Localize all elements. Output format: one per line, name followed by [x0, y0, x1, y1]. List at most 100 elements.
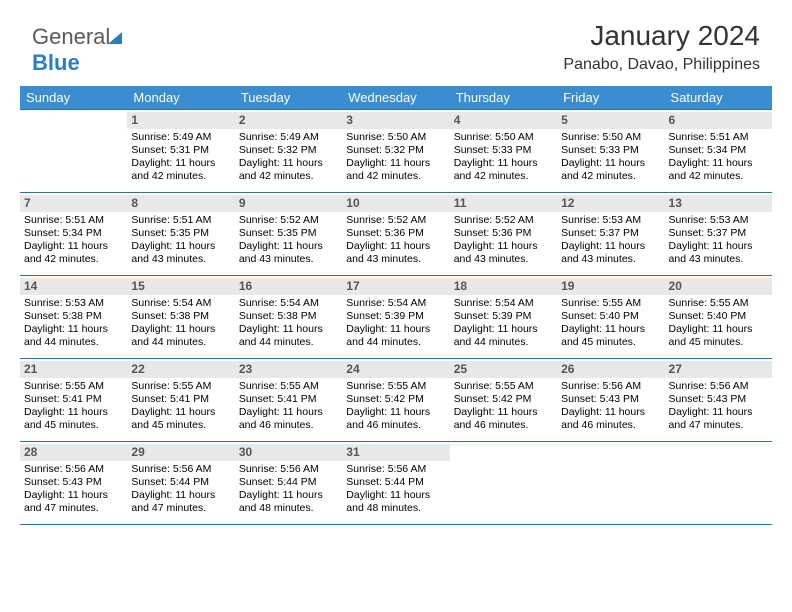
- calendar-week: 21Sunrise: 5:55 AMSunset: 5:41 PMDayligh…: [20, 358, 772, 441]
- day-header-row: SundayMondayTuesdayWednesdayThursdayFrid…: [20, 86, 772, 109]
- day-number: 10: [342, 195, 449, 212]
- daylight-text: Daylight: 11 hours and 46 minutes.: [561, 406, 660, 432]
- day-number: 1: [127, 112, 234, 129]
- daylight-text: Daylight: 11 hours and 45 minutes.: [561, 323, 660, 349]
- logo-part1: General: [32, 24, 110, 49]
- location-text: Panabo, Davao, Philippines: [563, 56, 760, 74]
- calendar-cell: 19Sunrise: 5:55 AMSunset: 5:40 PMDayligh…: [557, 276, 664, 358]
- sunset-text: Sunset: 5:32 PM: [346, 144, 445, 157]
- daylight-text: Daylight: 11 hours and 47 minutes.: [669, 406, 768, 432]
- calendar-cell: 15Sunrise: 5:54 AMSunset: 5:38 PMDayligh…: [127, 276, 234, 358]
- logo: General Blue: [32, 24, 122, 76]
- sunrise-text: Sunrise: 5:52 AM: [454, 214, 553, 227]
- sunrise-text: Sunrise: 5:56 AM: [669, 380, 768, 393]
- sunset-text: Sunset: 5:44 PM: [239, 476, 338, 489]
- sunrise-text: Sunrise: 5:56 AM: [24, 463, 123, 476]
- sunset-text: Sunset: 5:31 PM: [131, 144, 230, 157]
- sunset-text: Sunset: 5:39 PM: [346, 310, 445, 323]
- day-number: 7: [20, 195, 127, 212]
- day-number: 31: [342, 444, 449, 461]
- sunset-text: Sunset: 5:42 PM: [454, 393, 553, 406]
- calendar-cell: 21Sunrise: 5:55 AMSunset: 5:41 PMDayligh…: [20, 359, 127, 441]
- sunset-text: Sunset: 5:35 PM: [239, 227, 338, 240]
- day-header: Sunday: [20, 86, 127, 109]
- calendar-cell: 11Sunrise: 5:52 AMSunset: 5:36 PMDayligh…: [450, 193, 557, 275]
- day-number: 21: [20, 361, 127, 378]
- day-number: 18: [450, 278, 557, 295]
- day-number: 3: [342, 112, 449, 129]
- logo-triangle-icon: [108, 32, 122, 44]
- day-number: 27: [665, 361, 772, 378]
- sunrise-text: Sunrise: 5:53 AM: [669, 214, 768, 227]
- daylight-text: Daylight: 11 hours and 43 minutes.: [131, 240, 230, 266]
- sunset-text: Sunset: 5:36 PM: [346, 227, 445, 240]
- day-number: 4: [450, 112, 557, 129]
- calendar-cell: 31Sunrise: 5:56 AMSunset: 5:44 PMDayligh…: [342, 442, 449, 524]
- sunrise-text: Sunrise: 5:52 AM: [346, 214, 445, 227]
- sunrise-text: Sunrise: 5:49 AM: [239, 131, 338, 144]
- sunrise-text: Sunrise: 5:50 AM: [454, 131, 553, 144]
- day-number: 20: [665, 278, 772, 295]
- calendar-week: 1Sunrise: 5:49 AMSunset: 5:31 PMDaylight…: [20, 109, 772, 192]
- daylight-text: Daylight: 11 hours and 42 minutes.: [561, 157, 660, 183]
- sunset-text: Sunset: 5:42 PM: [346, 393, 445, 406]
- sunset-text: Sunset: 5:35 PM: [131, 227, 230, 240]
- day-number: 19: [557, 278, 664, 295]
- calendar-cell: 28Sunrise: 5:56 AMSunset: 5:43 PMDayligh…: [20, 442, 127, 524]
- day-number: 13: [665, 195, 772, 212]
- sunset-text: Sunset: 5:40 PM: [561, 310, 660, 323]
- calendar-week: 14Sunrise: 5:53 AMSunset: 5:38 PMDayligh…: [20, 275, 772, 358]
- sunrise-text: Sunrise: 5:54 AM: [346, 297, 445, 310]
- calendar-cell: [20, 110, 127, 192]
- daylight-text: Daylight: 11 hours and 42 minutes.: [24, 240, 123, 266]
- calendar-cell: 4Sunrise: 5:50 AMSunset: 5:33 PMDaylight…: [450, 110, 557, 192]
- daylight-text: Daylight: 11 hours and 43 minutes.: [239, 240, 338, 266]
- day-header: Saturday: [665, 86, 772, 109]
- sunset-text: Sunset: 5:39 PM: [454, 310, 553, 323]
- daylight-text: Daylight: 11 hours and 47 minutes.: [131, 489, 230, 515]
- sunset-text: Sunset: 5:43 PM: [669, 393, 768, 406]
- daylight-text: Daylight: 11 hours and 44 minutes.: [239, 323, 338, 349]
- sunset-text: Sunset: 5:41 PM: [239, 393, 338, 406]
- calendar-cell: 1Sunrise: 5:49 AMSunset: 5:31 PMDaylight…: [127, 110, 234, 192]
- sunset-text: Sunset: 5:37 PM: [669, 227, 768, 240]
- sunrise-text: Sunrise: 5:56 AM: [239, 463, 338, 476]
- daylight-text: Daylight: 11 hours and 44 minutes.: [131, 323, 230, 349]
- day-number: 15: [127, 278, 234, 295]
- sunrise-text: Sunrise: 5:56 AM: [131, 463, 230, 476]
- sunset-text: Sunset: 5:43 PM: [24, 476, 123, 489]
- day-number: 12: [557, 195, 664, 212]
- daylight-text: Daylight: 11 hours and 44 minutes.: [454, 323, 553, 349]
- calendar-cell: [450, 442, 557, 524]
- sunset-text: Sunset: 5:34 PM: [669, 144, 768, 157]
- calendar-cell: 10 Sunrise: 5:52 AMSunset: 5:36 PMDayligh…: [342, 193, 449, 275]
- calendar-week: 7Sunrise: 5:51 AMSunset: 5:34 PMDaylight…: [20, 192, 772, 275]
- day-number: 25: [450, 361, 557, 378]
- daylight-text: Daylight: 11 hours and 46 minutes.: [454, 406, 553, 432]
- day-number: 26: [557, 361, 664, 378]
- daylight-text: Daylight: 11 hours and 42 minutes.: [131, 157, 230, 183]
- day-number: 6: [665, 112, 772, 129]
- day-number: 9: [235, 195, 342, 212]
- page-title: January 2024: [590, 20, 760, 52]
- daylight-text: Daylight: 11 hours and 43 minutes.: [346, 240, 445, 266]
- calendar-cell: 7Sunrise: 5:51 AMSunset: 5:34 PMDaylight…: [20, 193, 127, 275]
- logo-part2: Blue: [32, 50, 80, 75]
- sunset-text: Sunset: 5:36 PM: [454, 227, 553, 240]
- sunrise-text: Sunrise: 5:51 AM: [669, 131, 768, 144]
- calendar-cell: 22Sunrise: 5:55 AMSunset: 5:41 PMDayligh…: [127, 359, 234, 441]
- calendar-cell: 5Sunrise: 5:50 AMSunset: 5:33 PMDaylight…: [557, 110, 664, 192]
- daylight-text: Daylight: 11 hours and 46 minutes.: [346, 406, 445, 432]
- calendar-cell: 16Sunrise: 5:54 AMSunset: 5:38 PMDayligh…: [235, 276, 342, 358]
- calendar-cell: 3Sunrise: 5:50 AMSunset: 5:32 PMDaylight…: [342, 110, 449, 192]
- sunset-text: Sunset: 5:44 PM: [131, 476, 230, 489]
- sunrise-text: Sunrise: 5:56 AM: [561, 380, 660, 393]
- daylight-text: Daylight: 11 hours and 48 minutes.: [346, 489, 445, 515]
- day-number: 8: [127, 195, 234, 212]
- day-number: 17: [342, 278, 449, 295]
- calendar-cell: [557, 442, 664, 524]
- calendar-cell: 30Sunrise: 5:56 AMSunset: 5:44 PMDayligh…: [235, 442, 342, 524]
- sunset-text: Sunset: 5:34 PM: [24, 227, 123, 240]
- daylight-text: Daylight: 11 hours and 45 minutes.: [669, 323, 768, 349]
- day-number: 23: [235, 361, 342, 378]
